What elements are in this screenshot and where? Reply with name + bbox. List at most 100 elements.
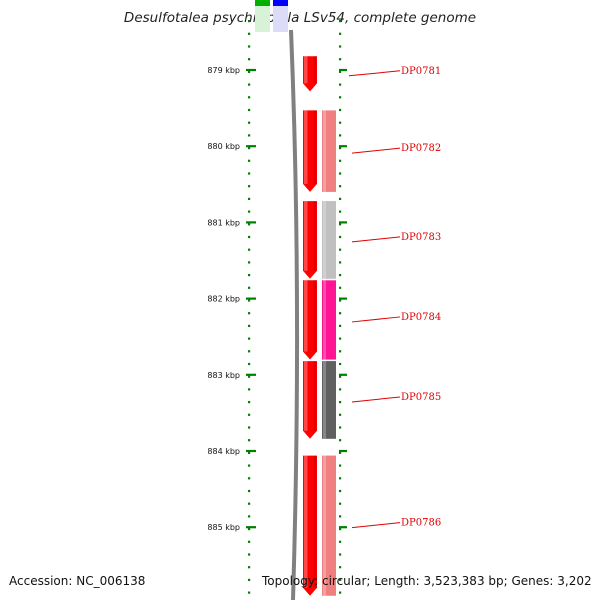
tick-dot [248,108,251,112]
scale-label: 882 kbp [207,295,240,304]
scale-label: 885 kbp [207,523,240,532]
gene-label: DP0785 [401,392,441,403]
gene-category-bar-highlight [323,201,326,279]
genome-summary: Topology: circular; Length: 3,523,383 bp… [262,574,592,588]
tick-dot [248,464,251,467]
scale-label: 883 kbp [207,371,240,380]
gene-arrow-shade [313,361,317,431]
gene-label: DP0781 [401,66,441,77]
scale-label: 879 kbp [207,66,240,75]
tick-dot [248,477,251,480]
tick-dot [248,172,251,175]
gene-leader-line [351,396,401,403]
tick-dot [339,286,342,289]
gene-arrow [303,201,317,279]
tick-dot [339,159,342,162]
gene-arrow [303,455,317,596]
tick-dot [339,591,342,594]
legend-swatches [255,0,288,32]
scale-label: 880 kbp [207,142,240,151]
tick-dot [248,426,251,429]
map-title: Desulfotalea psychrophila LSv54, complet… [123,10,477,26]
tick-dot [339,439,342,442]
tick-dot [248,337,251,340]
tick-dot [339,20,342,23]
tick-dot [248,235,251,239]
gene-category-bar [322,201,336,279]
tick-dot [248,248,251,251]
backbone-arc [289,29,300,600]
tick-dot [339,235,342,239]
tick-dot [248,413,251,416]
gene-arrow [303,280,317,360]
tick-dot [248,185,251,188]
gene-dp0781: DP0781 [303,56,441,92]
tick-dot [248,324,251,327]
gene-dp0784: DP0784 [303,280,441,360]
tick-dot [248,578,251,581]
gene-leader-line [351,147,401,154]
tick-dot [248,350,251,353]
tick-dot [339,566,342,569]
gene-leader-line [351,522,401,529]
tick-dot [339,451,342,454]
tick-dot [248,210,251,213]
gene-category-bar [322,110,336,192]
tick-dot [248,312,251,315]
tick-dot [248,70,251,73]
tick-dot [339,274,342,277]
tick-dot [339,324,342,327]
tick-dot [339,96,342,99]
gene-arrow [303,56,317,92]
tick-dot [248,540,251,543]
gene-dp0785: DP0785 [303,361,441,439]
tick-dot [339,185,342,188]
gene-features: DP0781 DP0782 DP0783 DP0784 DP0785 DP0786 [303,56,441,596]
tick-dot [339,83,342,86]
tick-dot [248,515,251,518]
tick-dot [248,451,251,454]
tick-dot [248,553,251,556]
tick-dot [248,32,251,35]
tick-dot [248,134,251,137]
tick-dot [339,172,342,175]
tick-dot [339,426,342,429]
tick-dot [339,578,342,581]
tick-dot [339,413,342,416]
tick-dot [248,299,251,302]
accession-text: Accession: NC_006138 [9,574,146,588]
gene-category-bar-highlight [323,280,326,360]
tick-dot [339,197,342,200]
tick-dot [248,401,251,404]
tick-dots [248,20,342,594]
gene-arrow-shade [313,455,317,588]
tick-dot [339,261,342,264]
tick-dot [339,540,342,543]
gene-label: DP0784 [401,312,441,323]
gene-category-bar [322,361,336,439]
tick-dot [248,159,251,162]
tick-dot [339,312,342,315]
tick-dot [339,121,342,124]
tick-dot [248,58,251,61]
gene-label: DP0786 [401,518,441,529]
gene-arrow-highlight [304,280,308,352]
tick-dot [339,375,342,378]
tick-dot [339,489,342,493]
tick-dot [339,134,342,137]
gene-arrow [303,361,317,439]
tick-dot [339,362,342,366]
tick-dot [339,45,342,48]
kbp-scale: 879 kbp 880 kbp 881 kbp 882 kbp 883 kbp 884 k… [207,66,347,532]
tick-dot [339,223,342,226]
tick-dot [248,591,251,594]
tick-dot [248,20,251,23]
scale-label: 884 kbp [207,447,240,456]
tick-dot [248,502,251,505]
gene-label: DP0783 [401,232,441,243]
gene-dp0782: DP0782 [303,110,441,192]
gene-dp0783: DP0783 [303,201,441,279]
gene-label: DP0782 [401,143,441,154]
gene-leader-line [348,70,401,77]
